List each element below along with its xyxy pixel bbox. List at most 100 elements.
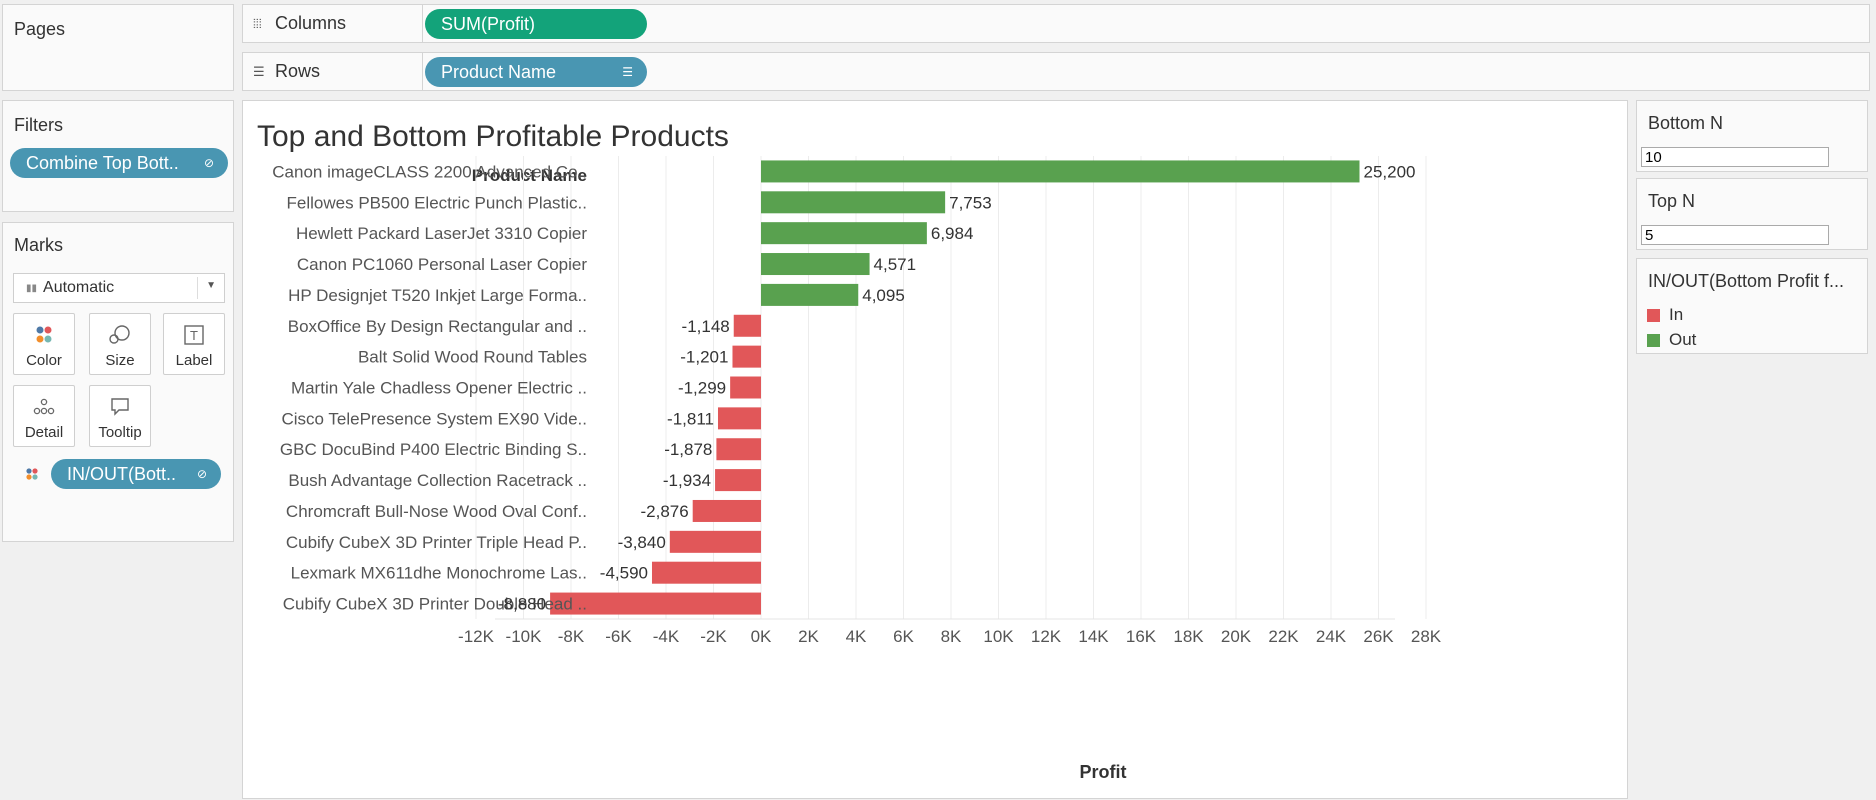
x-tick-label: 10K (983, 627, 1014, 646)
bar[interactable] (761, 191, 946, 214)
bottom-n-input[interactable] (1641, 147, 1829, 167)
marks-field-pill-in-out[interactable]: IN/OUT(Bott.. ⊘ (51, 459, 221, 489)
bar[interactable] (761, 253, 870, 276)
data-label: -1,201 (680, 348, 728, 367)
data-label: -1,299 (678, 379, 726, 398)
mark-type-value: Automatic (43, 279, 115, 296)
bar[interactable] (715, 469, 761, 492)
top-n-title: Top N (1648, 191, 1696, 211)
category-label: Hewlett Packard LaserJet 3310 Copier (296, 224, 587, 243)
set-icon: ⊘ (196, 467, 207, 481)
category-label: Fellowes PB500 Electric Punch Plastic.. (287, 193, 587, 212)
bar[interactable] (732, 345, 761, 368)
legend-swatch-out (1647, 333, 1660, 347)
rows-icon: ☰ (253, 63, 265, 79)
legend-item-in[interactable]: In (1647, 305, 1683, 325)
filter-pill-label: Combine Top Bott.. (26, 152, 179, 173)
rows-label: Rows (275, 61, 321, 81)
pages-title: Pages (14, 19, 66, 39)
tooltip-label: Tooltip (98, 424, 142, 441)
data-label: 7,753 (949, 193, 992, 212)
row-header-product-name: Product Name (472, 166, 587, 185)
bar[interactable] (692, 499, 761, 522)
data-label: 6,984 (931, 224, 974, 243)
top-n-parameter: Top N (1636, 178, 1868, 250)
legend-item-out[interactable]: Out (1647, 330, 1696, 350)
bar[interactable] (733, 314, 761, 337)
marks-size-button[interactable]: Size (89, 313, 151, 375)
bar[interactable] (761, 222, 927, 245)
x-tick-label: 24K (1316, 627, 1347, 646)
rows-shelf[interactable]: ☰ Rows Product Name ☰ (242, 52, 1870, 91)
x-axis-ticks: -12K -10K -8K -6K -4K -2K 0K 2K 4K 6K 8K 10K 12K 14K 1… (458, 627, 1442, 646)
data-label: -1,811 (667, 409, 714, 428)
value-labels: 25,200 7,753 6,984 4,571 4,095 -1,148 -1,201 -1… (498, 162, 1416, 613)
text-label-icon: T (164, 324, 224, 351)
x-tick-label: 8K (941, 627, 962, 646)
x-tick-label: 6K (893, 627, 914, 646)
mark-type-dropdown[interactable]: ▮▮ Automatic ▼ (13, 273, 225, 303)
data-label: 25,200 (1364, 162, 1416, 181)
columns-pill-sum-profit[interactable]: SUM(Profit) (425, 9, 647, 39)
sort-descending-icon[interactable]: ☰ (622, 65, 633, 79)
bar[interactable] (669, 530, 761, 553)
bar[interactable] (716, 438, 761, 461)
x-tick-label: 12K (1031, 627, 1062, 646)
category-label: GBC DocuBind P400 Electric Binding S.. (280, 440, 587, 459)
data-label: -1,878 (664, 440, 712, 459)
x-tick-label: 0K (751, 627, 772, 646)
category-label: BoxOffice By Design Rectangular and .. (288, 317, 587, 336)
category-label: Canon imageCLASS 2200 Advanced Co.. (272, 162, 587, 181)
legend-label-in: In (1669, 305, 1684, 324)
bar[interactable] (730, 376, 761, 399)
chevron-down-icon: ▼ (206, 280, 216, 291)
x-tick-label: 18K (1173, 627, 1204, 646)
svg-text:T: T (190, 328, 198, 343)
size-icon (90, 324, 150, 351)
bottom-n-title: Bottom N (1648, 113, 1724, 133)
bar[interactable] (761, 160, 1360, 183)
filter-pill-combine-top-bottom[interactable]: Combine Top Bott.. ⊘ (10, 148, 228, 178)
bar[interactable] (717, 407, 761, 430)
bar[interactable] (651, 561, 761, 584)
color-mark-icon (25, 467, 39, 486)
x-tick-label: 26K (1363, 627, 1394, 646)
marks-title: Marks (14, 235, 63, 255)
set-icon: ⊘ (203, 156, 214, 170)
data-label: -3,840 (618, 533, 666, 552)
bar-chart-icon: ▮▮ (26, 282, 38, 294)
x-axis-title: Profit (1080, 762, 1127, 782)
x-tick-label: 22K (1268, 627, 1299, 646)
data-label: 4,571 (874, 255, 917, 274)
x-tick-label: 28K (1411, 627, 1442, 646)
category-labels: Canon imageCLASS 2200 Advanced Co.. Fello… (272, 162, 587, 613)
legend-swatch-in (1647, 308, 1660, 322)
marks-label-button[interactable]: T Label (163, 313, 225, 375)
marks-detail-button[interactable]: Detail (13, 385, 75, 447)
columns-shelf-label: ⦙⦙⦙ Columns (243, 5, 423, 42)
data-label: -8,880 (498, 595, 546, 614)
data-label: 4,095 (862, 286, 905, 305)
x-tick-label: -4K (653, 627, 680, 646)
dropdown-divider (197, 277, 198, 299)
columns-shelf[interactable]: ⦙⦙⦙ Columns SUM(Profit) (242, 4, 1870, 43)
detail-label: Detail (24, 424, 64, 441)
top-n-input[interactable] (1641, 225, 1829, 245)
bar[interactable] (761, 283, 859, 306)
detail-icon (14, 396, 74, 423)
pages-card: Pages (2, 4, 234, 91)
data-label: -1,148 (682, 317, 730, 336)
category-label: Balt Solid Wood Round Tables (358, 348, 587, 367)
bar[interactable] (550, 592, 761, 615)
x-tick-label: -12K (458, 627, 495, 646)
x-tick-label: 16K (1126, 627, 1157, 646)
filters-title: Filters (14, 115, 63, 135)
bars-group (550, 160, 1360, 615)
rows-pill-product-name[interactable]: Product Name ☰ (425, 57, 647, 87)
data-label: -1,934 (663, 471, 711, 490)
rows-shelf-label: ☰ Rows (243, 53, 423, 90)
marks-color-button[interactable]: Color (13, 313, 75, 375)
category-label: HP Designjet T520 Inkjet Large Forma.. (288, 286, 587, 305)
rows-pill-label: Product Name (441, 61, 557, 82)
marks-tooltip-button[interactable]: Tooltip (89, 385, 151, 447)
